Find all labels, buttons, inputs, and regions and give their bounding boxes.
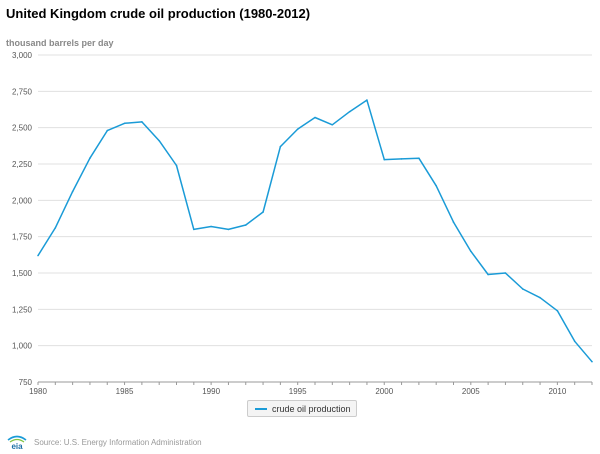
data-point	[106, 129, 109, 132]
series-layer	[37, 99, 593, 363]
legend-swatch	[255, 407, 267, 410]
x-tick-label: 1990	[202, 387, 220, 396]
x-tick-label: 2005	[462, 387, 480, 396]
eia-logo-icon: eia	[7, 435, 27, 450]
data-point	[54, 227, 57, 229]
series-line-crude-oil-production	[37, 99, 593, 363]
data-point	[366, 99, 368, 101]
data-point	[141, 121, 143, 123]
y-tick-label: 750	[19, 378, 33, 387]
data-point	[89, 157, 91, 159]
y-tick-label: 1,250	[12, 305, 33, 314]
data-point	[314, 116, 316, 119]
source-text: Source: U.S. Energy Information Administ…	[34, 437, 202, 447]
y-tick-label: 2,250	[12, 160, 33, 169]
data-point	[227, 228, 230, 231]
data-point	[591, 360, 593, 363]
legend-label: crude oil production	[272, 403, 351, 414]
data-point	[383, 158, 386, 161]
data-point	[123, 122, 126, 125]
y-axis-tick-labels: 750 1,000 1,250 1,500 1,750 2,000 2,250 2,500 2,…	[12, 51, 33, 387]
data-point	[400, 158, 403, 160]
data-point	[37, 254, 39, 257]
data-point	[71, 190, 74, 193]
data-point	[504, 272, 507, 274]
y-tick-label: 1,000	[12, 342, 33, 351]
y-tick-label: 1,500	[12, 269, 33, 278]
x-axis: 1980 1985 1990 1995 2000 2005 2010	[29, 381, 593, 396]
data-point	[452, 221, 455, 223]
eia-logo-text: eia	[11, 442, 23, 450]
x-tick-label: 2000	[375, 387, 393, 396]
y-tick-label: 3,000	[12, 51, 33, 60]
y-axis-unit-label: thousand barrels per day	[6, 38, 114, 48]
chart-title: United Kingdom crude oil production (198…	[6, 6, 311, 21]
x-tick-label: 2010	[548, 387, 566, 396]
data-point	[348, 110, 351, 113]
legend[interactable]: crude oil production	[247, 400, 357, 417]
x-tick-label: 1985	[116, 387, 134, 396]
data-point	[262, 211, 264, 213]
y-tick-label: 2,500	[12, 124, 33, 133]
y-tick-label: 1,750	[12, 233, 33, 242]
data-point	[158, 139, 160, 142]
y-tick-label: 2,750	[12, 87, 33, 96]
data-point	[470, 250, 472, 252]
gridlines	[38, 54, 592, 347]
data-point	[175, 164, 178, 167]
data-point	[193, 228, 195, 231]
x-tick-label: 1995	[289, 387, 307, 396]
data-point	[279, 145, 282, 148]
data-point	[210, 225, 212, 228]
data-point	[244, 224, 247, 226]
data-point	[331, 123, 334, 126]
data-point	[521, 288, 524, 290]
data-point	[435, 185, 437, 187]
data-point	[539, 296, 541, 299]
data-point	[418, 157, 420, 159]
source-footer: eia Source: U.S. Energy Information Admi…	[6, 434, 202, 450]
data-point	[556, 309, 559, 312]
x-tick-label: 1980	[29, 387, 47, 396]
y-tick-label: 2,000	[12, 196, 33, 205]
data-point	[487, 273, 489, 276]
data-point	[296, 128, 299, 130]
data-point	[573, 340, 576, 343]
